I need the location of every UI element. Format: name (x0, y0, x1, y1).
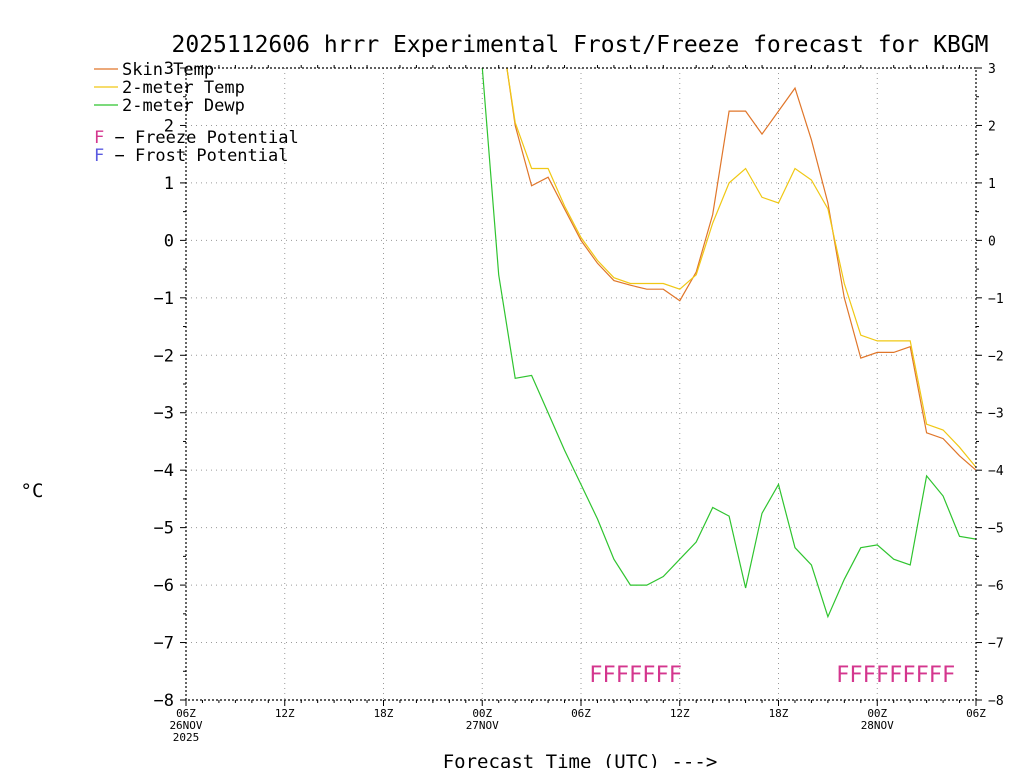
x-tick-label: 18Z (374, 707, 394, 720)
grid-lines (186, 68, 976, 700)
legend-entry: 2-meter Temp (122, 78, 245, 98)
legend-flag-entry: F − Frost Potential (94, 146, 288, 166)
y-tick-label-left: −2 (154, 346, 174, 366)
y-tick-label-left: −7 (154, 634, 174, 654)
y-tick-label-right: 3 (988, 62, 996, 77)
y-tick-label-right: −1 (988, 292, 1004, 307)
legend-flag-letter: F (94, 128, 104, 148)
series-line-2-meter-temp (506, 68, 976, 468)
chart-title: 2025112606 hrrr Experimental Frost/Freez… (172, 32, 989, 58)
freeze-flags-group: FFFFFFF FFFFFFFFF (589, 663, 955, 688)
y-tick-label-right: −5 (988, 522, 1004, 537)
x-tick-label: 18Z (769, 707, 789, 720)
x-tick-label: 06Z (571, 707, 591, 720)
y-tick-label-right: −7 (988, 637, 1004, 652)
y-tick-label-left: −1 (154, 289, 174, 309)
x-tick-label: 26NOV (169, 719, 202, 732)
y-tick-label-left: −8 (154, 691, 174, 711)
y-tick-label-right: 2 (988, 119, 996, 134)
y-tick-label-right: −4 (988, 464, 1004, 479)
x-tick-label: 06Z (176, 707, 196, 720)
y-tick-label-left: −5 (154, 519, 174, 539)
x-tick-label: 12Z (275, 707, 295, 720)
x-tick-label: 00Z (472, 707, 492, 720)
x-tick-label: 00Z (867, 707, 887, 720)
y-tick-label-right: −8 (988, 694, 1004, 709)
y-tick-label-right: −6 (988, 579, 1004, 594)
legend-flag-entry: F − Freeze Potential (94, 128, 299, 148)
y-axis-label: °C (21, 480, 44, 502)
x-axis-label: Forecast Time (UTC) ---> (443, 751, 718, 768)
legend-flag-text: − Frost Potential (104, 146, 288, 166)
plot-frame (185, 67, 977, 701)
freeze-flag-run: FFFFFFFFF (836, 663, 955, 688)
axes-group: 3 3 2 2 1 1 0 0 −1 −1 −2 −2 −3 −3 −4 −4 −5 −5 −6 −6 −7 −7 −8 −8… (154, 59, 1004, 744)
x-tick-label: 12Z (670, 707, 690, 720)
freeze-flag-run: FFFFFFF (589, 663, 682, 688)
x-tick-label: 27NOV (466, 719, 499, 732)
y-tick-label-left: −4 (154, 461, 174, 481)
legend-flag-letter: F (94, 146, 104, 166)
y-tick-label-right: 0 (988, 234, 996, 249)
y-tick-label-left: −6 (154, 576, 174, 596)
x-tick-label: 06Z (966, 707, 986, 720)
y-tick-label-left: 2 (164, 116, 174, 136)
legend-entry: Skin Temp (122, 60, 214, 80)
y-tick-label-left: 0 (164, 231, 174, 251)
y-tick-label-left: −3 (154, 404, 174, 424)
y-tick-label-right: 1 (988, 177, 996, 192)
y-tick-label-left: 3 (164, 59, 174, 79)
legend-entry: 2-meter Dewp (122, 96, 245, 116)
x-tick-label: 2025 (173, 731, 200, 744)
series-line-skin-temp (506, 68, 976, 471)
x-tick-label: 28NOV (861, 719, 894, 732)
y-tick-label-right: −3 (988, 407, 1004, 422)
series-group (481, 68, 976, 619)
legend-flag-text: − Freeze Potential (104, 128, 298, 148)
series-clip-group (481, 68, 976, 619)
y-tick-label-right: −2 (988, 349, 1004, 364)
y-tick-label-left: 1 (164, 174, 174, 194)
series-line-2-meter-dewp (481, 68, 976, 619)
